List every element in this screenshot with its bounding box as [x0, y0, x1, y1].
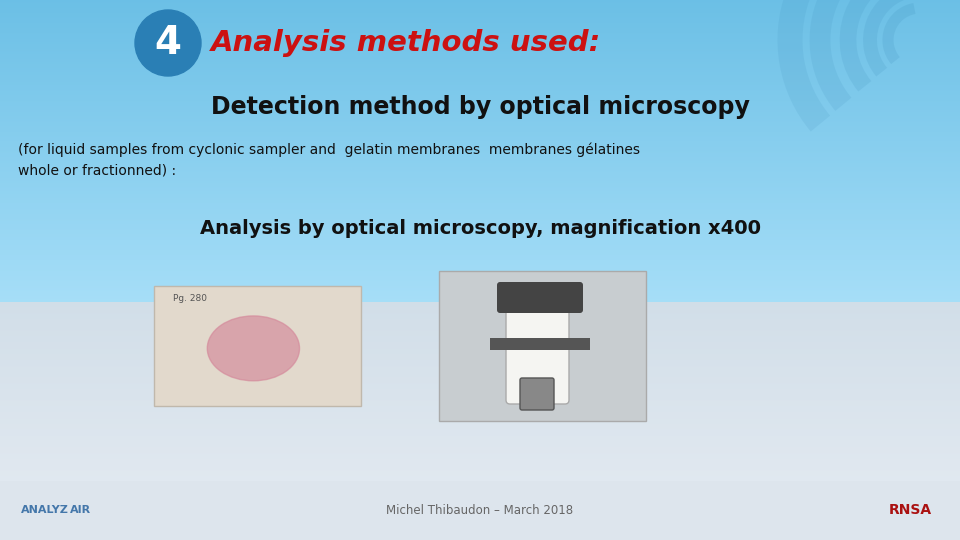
Text: RNSA: RNSA: [888, 503, 931, 517]
FancyBboxPatch shape: [439, 271, 646, 421]
Text: Pg. 280: Pg. 280: [173, 294, 207, 303]
FancyBboxPatch shape: [497, 282, 583, 313]
Text: whole or fractionned) :: whole or fractionned) :: [18, 163, 176, 177]
Text: AIR: AIR: [69, 505, 90, 515]
Bar: [490, 338, 590, 350]
Text: Analysis by optical microscopy, magnification x400: Analysis by optical microscopy, magnific…: [200, 219, 760, 238]
Text: Analysis methods used:: Analysis methods used:: [211, 29, 601, 57]
FancyBboxPatch shape: [520, 378, 554, 410]
Text: ANALYZ: ANALYZ: [21, 505, 69, 515]
Text: 4: 4: [155, 24, 181, 62]
Ellipse shape: [207, 316, 300, 381]
Text: Michel Thibaudon – March 2018: Michel Thibaudon – March 2018: [387, 504, 573, 517]
Text: Detection method by optical microscopy: Detection method by optical microscopy: [210, 95, 750, 119]
FancyBboxPatch shape: [154, 286, 361, 406]
Text: (for liquid samples from cyclonic sampler and  gelatin membranes  membranes géla: (for liquid samples from cyclonic sample…: [18, 143, 640, 157]
Circle shape: [135, 10, 201, 76]
FancyBboxPatch shape: [506, 296, 569, 404]
